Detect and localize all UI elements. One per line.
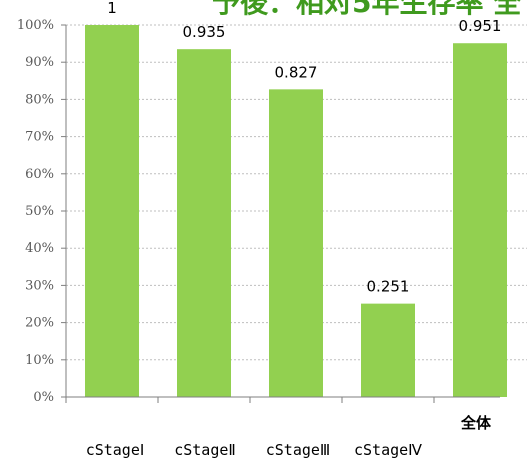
- bar: [85, 25, 139, 397]
- data-label: 0.827: [275, 63, 318, 81]
- gridlines: [66, 24, 527, 361]
- y-axis-ticks: 0% 10% 20% 30% 40% 50% 60% 70% 80% 90% 100%: [17, 18, 54, 405]
- y-tick-label: 0%: [33, 390, 54, 405]
- chart-title: 予後：相対5年生存率 全: [212, 0, 522, 19]
- y-tick-label: 40%: [25, 241, 54, 256]
- bar: [453, 43, 507, 398]
- y-tick-label: 100%: [17, 18, 54, 33]
- x-axis-categories: cStageⅠ cStageⅡ cStageⅢ cStageⅣ 全体: [86, 414, 492, 459]
- data-label: 1: [107, 0, 117, 17]
- y-tick-label: 50%: [25, 204, 54, 219]
- bar: [177, 49, 231, 398]
- axes: [61, 24, 500, 403]
- x-category-label: cStageⅢ: [266, 441, 331, 459]
- x-category-label: 全体: [460, 414, 492, 432]
- y-tick-label: 10%: [25, 353, 54, 368]
- y-tick-label: 80%: [25, 92, 54, 107]
- data-label: 0.951: [459, 17, 502, 35]
- y-tick-label: 90%: [25, 55, 54, 70]
- y-tick-label: 30%: [25, 278, 54, 293]
- data-labels: 1 0.935 0.827 0.251 0.951: [107, 0, 501, 296]
- bars: [85, 25, 507, 398]
- bar: [269, 89, 323, 397]
- x-category-label: cStageⅣ: [354, 441, 422, 459]
- data-label: 0.251: [367, 278, 410, 296]
- y-tick-label: 20%: [25, 316, 54, 331]
- bar: [361, 303, 415, 397]
- x-category-label: cStageⅡ: [174, 441, 236, 459]
- x-category-label: cStageⅠ: [86, 441, 145, 459]
- y-tick-label: 60%: [25, 167, 54, 182]
- y-tick-label: 70%: [25, 130, 54, 145]
- data-label: 0.935: [183, 23, 226, 41]
